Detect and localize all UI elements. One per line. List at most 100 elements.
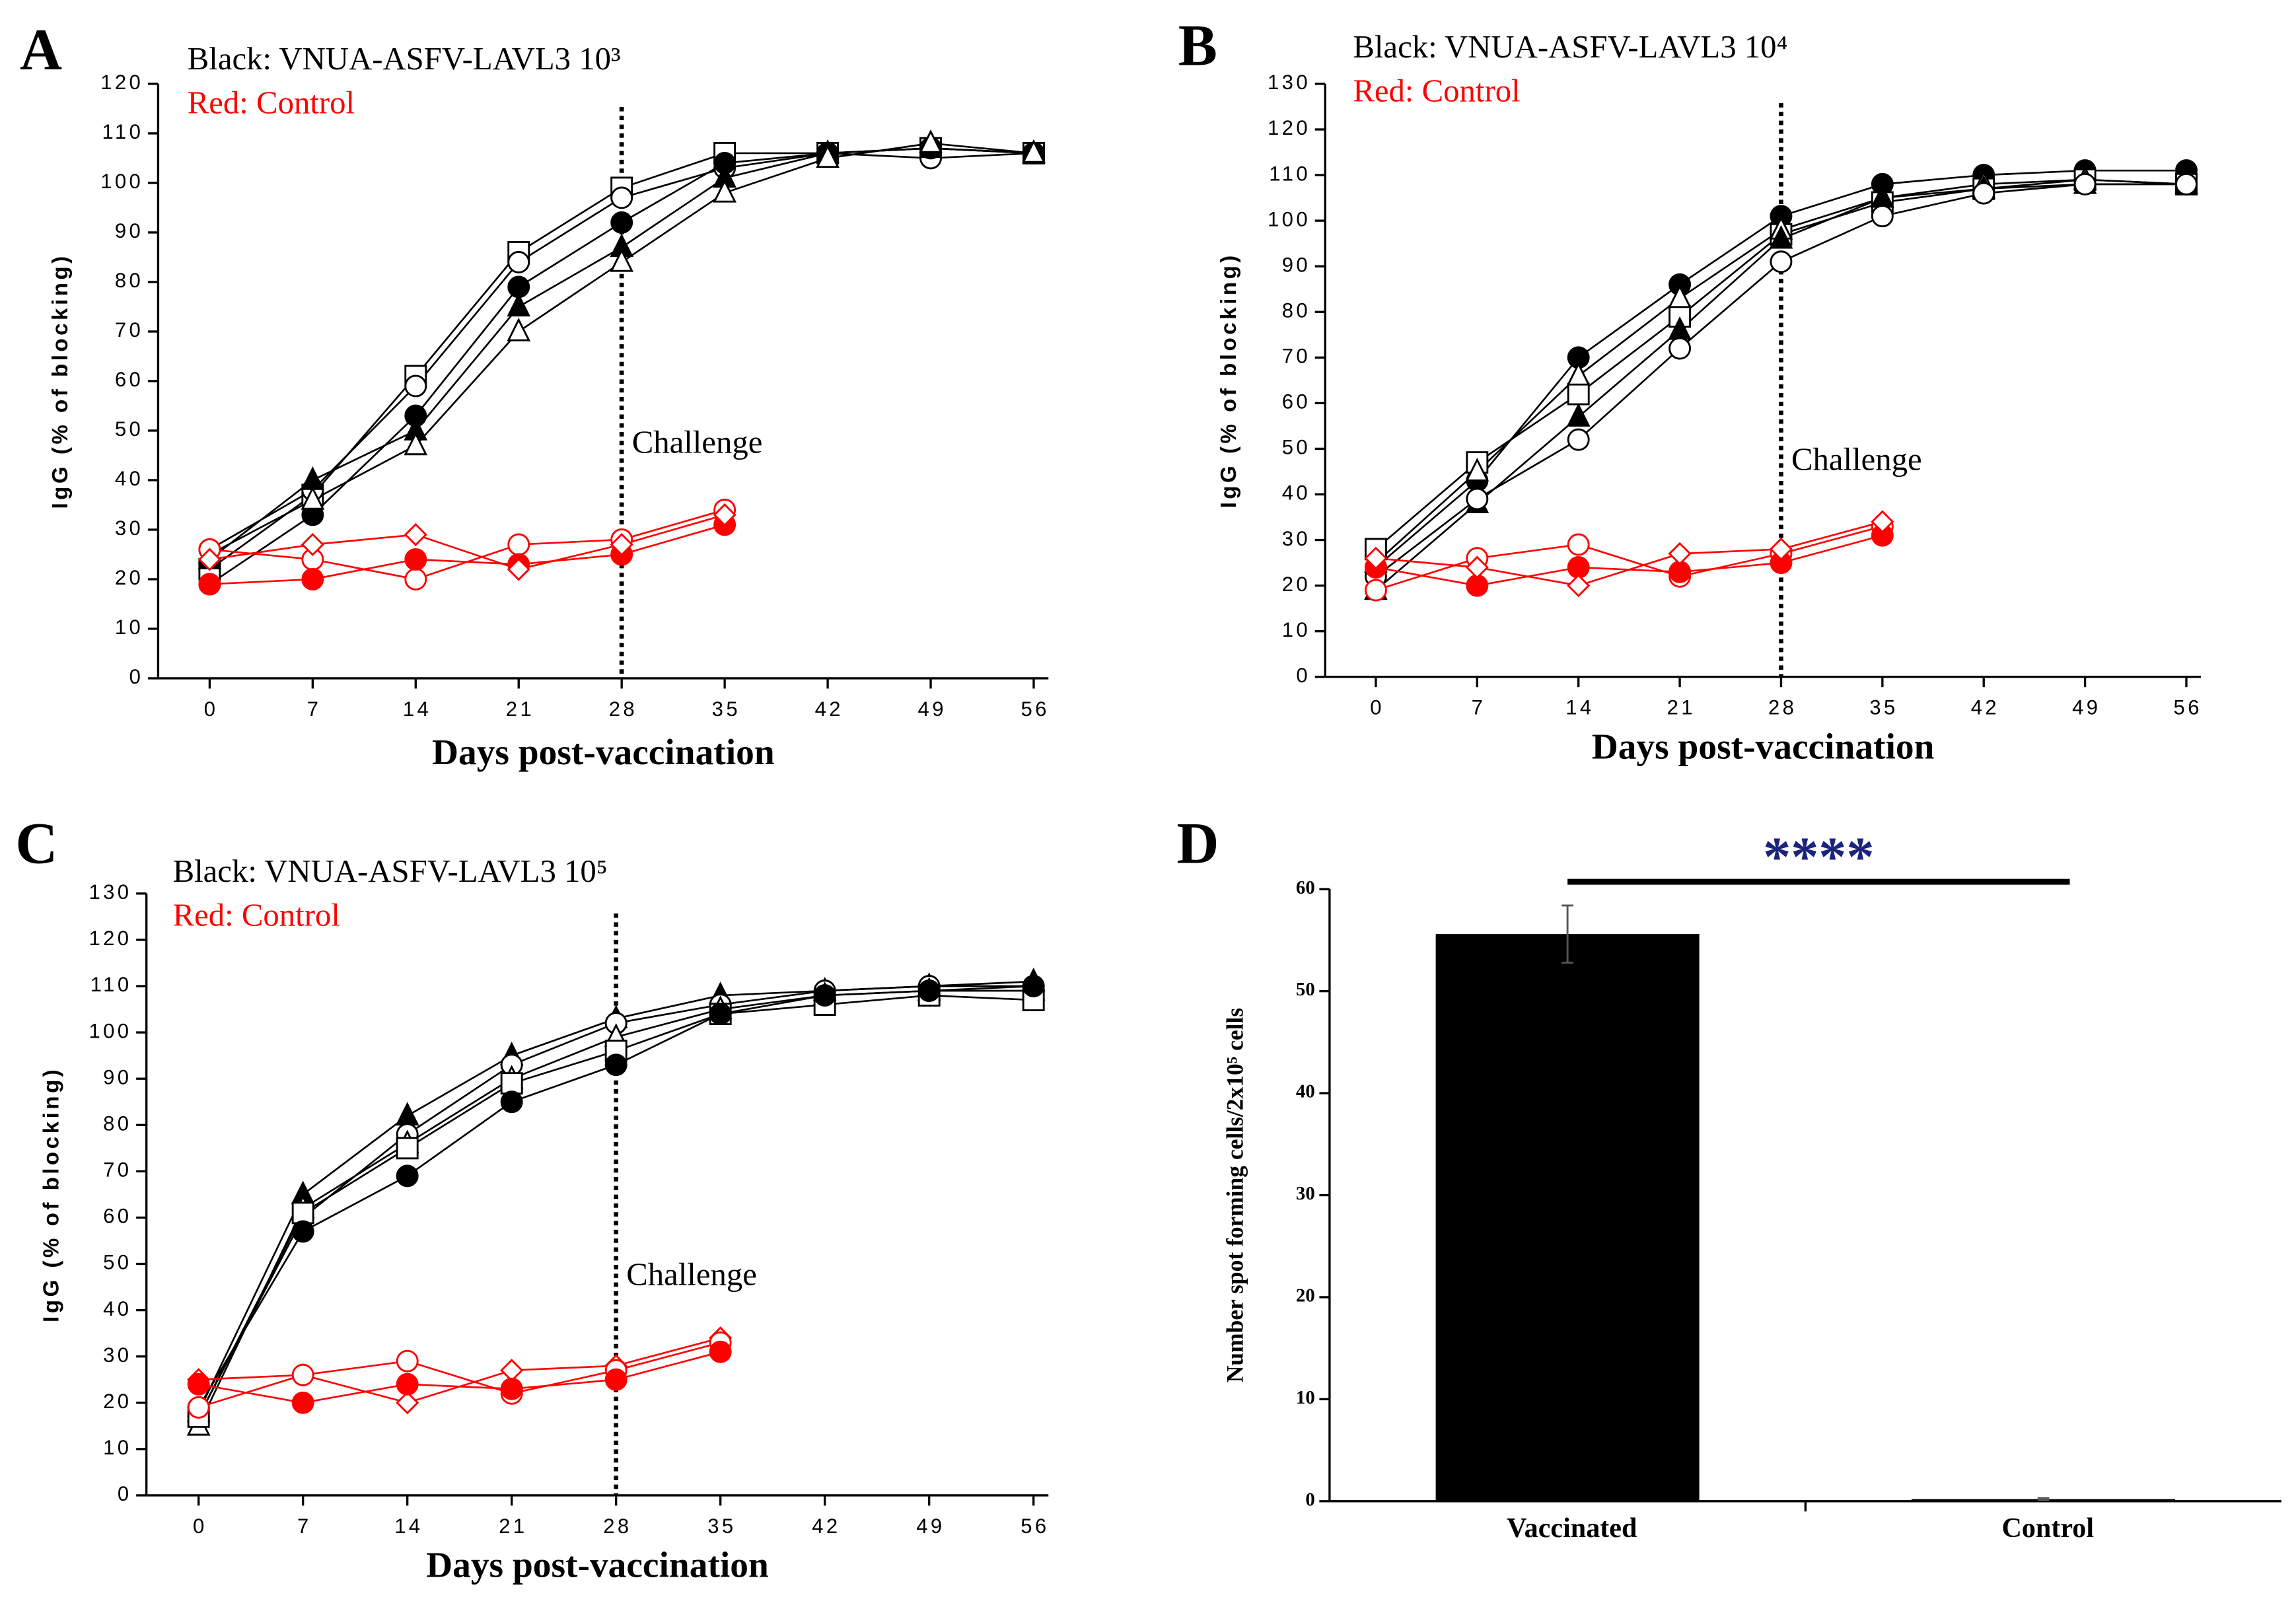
y-tick-label: 30 xyxy=(1282,527,1310,550)
x-tick-label: 14 xyxy=(403,697,431,721)
y-tick-label: 70 xyxy=(103,1159,131,1182)
x-tick-label: 49 xyxy=(2072,696,2100,719)
x-tick-label: 35 xyxy=(1869,696,1898,719)
marker xyxy=(301,485,325,510)
x-axis-label: Days post-vaccination xyxy=(432,732,775,772)
y-tick-label: 110 xyxy=(90,973,132,996)
marker xyxy=(1567,382,1590,406)
y-tick-label: 130 xyxy=(89,880,131,904)
series-line xyxy=(209,514,725,571)
marker xyxy=(2175,172,2198,196)
marker xyxy=(396,1137,419,1160)
x-tick-label: 21 xyxy=(506,697,534,721)
annotation: Challenge xyxy=(1791,441,1922,477)
legend-note: Red: Control xyxy=(1353,73,1520,109)
marker xyxy=(197,548,221,571)
y-tick-label: 120 xyxy=(100,71,143,94)
y-tick-label: 80 xyxy=(1282,299,1310,322)
marker xyxy=(396,1373,419,1396)
marker xyxy=(610,532,633,557)
marker xyxy=(1668,542,1692,565)
marker xyxy=(500,1359,524,1382)
marker xyxy=(198,573,221,596)
legend-note: Black: VNUA-ASFV-LAVL3 10³ xyxy=(188,41,621,77)
x-tick-label: 42 xyxy=(812,1515,840,1538)
marker xyxy=(709,1340,732,1363)
marker xyxy=(1364,579,1387,602)
error-bar xyxy=(1561,904,1573,964)
y-tick-label: 10 xyxy=(103,1436,131,1459)
marker xyxy=(1022,139,1046,163)
y-tick-label: 60 xyxy=(1296,877,1315,898)
x-tick-label: 35 xyxy=(707,1515,736,1538)
y-tick-label: 120 xyxy=(89,927,131,950)
series-line xyxy=(198,1351,721,1404)
y-tick-label: 50 xyxy=(103,1251,131,1274)
y-tick-label: 0 xyxy=(118,1482,132,1505)
significance-label: **** xyxy=(1763,827,1874,888)
marker xyxy=(301,532,324,557)
marker xyxy=(396,1164,419,1188)
x-tick-label: 42 xyxy=(815,697,843,721)
marker xyxy=(404,375,427,398)
marker xyxy=(1567,574,1591,598)
y-tick-label: 40 xyxy=(1282,482,1310,505)
marker xyxy=(507,293,531,317)
y-tick-label: 50 xyxy=(1296,979,1315,1000)
marker xyxy=(610,248,634,272)
y-tick-label: 110 xyxy=(1269,162,1310,185)
y-tick-label: 0 xyxy=(1305,1489,1314,1510)
marker xyxy=(604,1368,628,1391)
legend-note: Black: VNUA-ASFV-LAVL3 10⁵ xyxy=(173,853,608,889)
marker xyxy=(919,129,943,153)
x-tick-label: 49 xyxy=(916,1515,945,1538)
marker xyxy=(1465,555,1489,579)
x-tick-label: 0 xyxy=(204,697,219,721)
y-tick-label: 30 xyxy=(1296,1183,1315,1204)
marker xyxy=(404,522,427,547)
marker xyxy=(1466,487,1489,511)
marker xyxy=(917,980,941,1002)
series-line xyxy=(1375,525,1883,591)
legend-note: Red: Control xyxy=(173,898,340,933)
marker xyxy=(291,1201,314,1225)
marker xyxy=(404,548,427,571)
x-tick-label: 49 xyxy=(918,697,947,721)
y-tick-label: 10 xyxy=(1296,1387,1315,1408)
y-tick-label: 80 xyxy=(115,269,143,292)
marker xyxy=(610,211,633,234)
marker xyxy=(500,1090,523,1114)
x-tick-label: 0 xyxy=(193,1515,207,1538)
y-tick-label: 70 xyxy=(115,318,143,341)
marker xyxy=(1465,458,1489,482)
marker xyxy=(1769,537,1793,561)
series-line xyxy=(1375,520,1883,587)
x-tick-label: 28 xyxy=(603,1515,631,1538)
marker xyxy=(187,1396,210,1419)
marker xyxy=(301,466,325,490)
marker xyxy=(404,431,428,456)
x-tick-label: Control xyxy=(2001,1513,2094,1544)
marker xyxy=(291,1220,314,1243)
x-tick-label: 28 xyxy=(609,697,637,721)
marker xyxy=(187,1373,210,1396)
marker xyxy=(507,317,531,341)
y-tick-label: 20 xyxy=(115,566,143,589)
x-tick-label: 0 xyxy=(1370,696,1384,719)
y-axis-label: IgG (% of blocking) xyxy=(48,253,73,509)
marker xyxy=(396,1349,419,1373)
y-tick-label: 60 xyxy=(103,1205,131,1228)
annotation: Challenge xyxy=(632,425,763,460)
x-tick-label: 14 xyxy=(394,1515,423,1538)
x-tick-label: 56 xyxy=(1021,1515,1049,1538)
panel-letter: A xyxy=(20,18,62,83)
y-tick-label: 40 xyxy=(115,467,143,490)
marker xyxy=(1566,403,1591,427)
y-axis-label: IgG (% of blocking) xyxy=(1217,252,1241,508)
y-tick-label: 0 xyxy=(1296,664,1310,687)
marker xyxy=(1770,250,1793,273)
y-tick-label: 20 xyxy=(1296,1285,1315,1306)
y-tick-label: 20 xyxy=(1282,573,1310,596)
annotation: Challenge xyxy=(626,1257,757,1293)
